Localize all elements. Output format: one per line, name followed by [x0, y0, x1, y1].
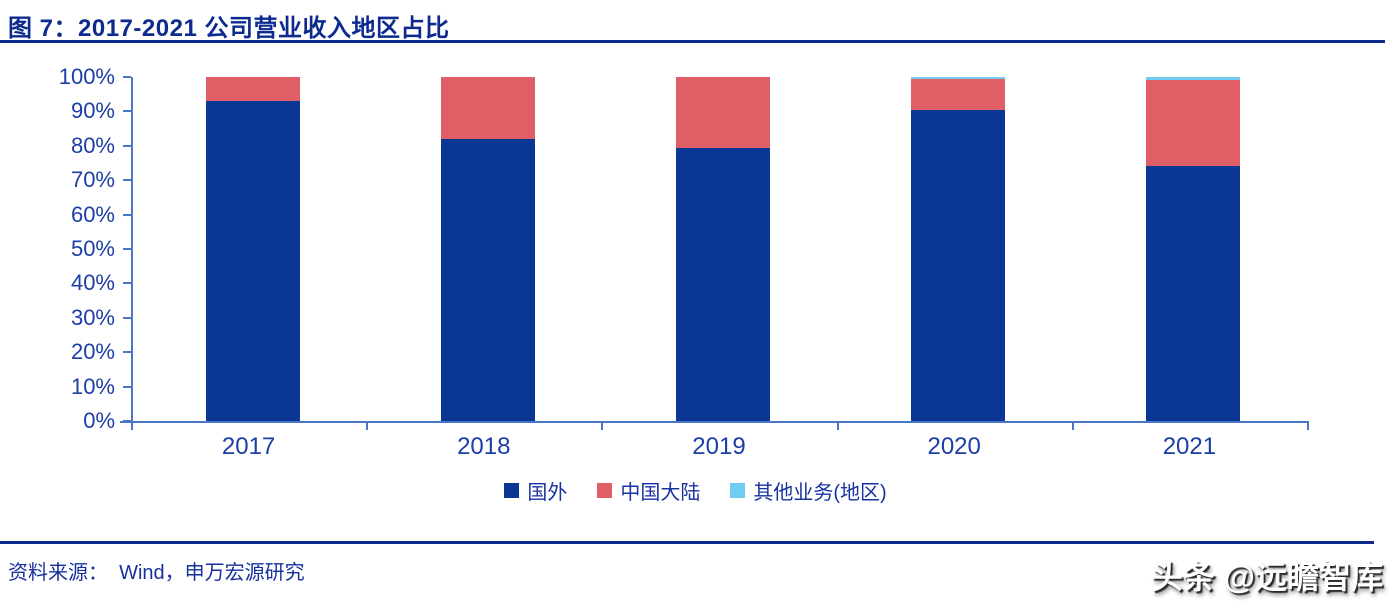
y-tick-label: 80% — [70, 132, 115, 158]
y-tick — [123, 179, 131, 182]
bar-segment-2021-s1 — [1146, 80, 1241, 167]
y-tick — [123, 76, 131, 78]
y-tick — [123, 282, 131, 285]
y-tick-label: 100% — [58, 64, 115, 89]
legend-label: 中国大陆 — [620, 482, 701, 504]
y-tick — [123, 110, 131, 113]
title-underline-rule — [0, 40, 1385, 43]
legend-swatch-icon — [504, 483, 520, 498]
y-tick-label: 30% — [70, 304, 115, 330]
bar-segment-2018-s1 — [440, 77, 535, 139]
y-tick — [123, 420, 131, 422]
x-tick — [366, 421, 369, 430]
watermark-text: 头条 @远瞻智库 — [1150, 559, 1383, 595]
bar-segment-2020-s1 — [911, 78, 1006, 111]
bar-segment-2021-s2 — [1146, 77, 1241, 81]
footer-divider-rule — [0, 541, 1374, 544]
y-tick-label: 50% — [70, 236, 115, 261]
y-tick — [123, 385, 131, 388]
bar-segment-2017-s1 — [205, 77, 300, 102]
bar-segment-2019-s0 — [676, 147, 770, 421]
x-tick — [601, 421, 604, 430]
y-tick-label: 70% — [70, 167, 115, 193]
bar-segment-2018-s0 — [440, 138, 535, 421]
y-tick-label: 60% — [70, 201, 115, 227]
data-source-note: 资料来源： Wind，申万宏源研究 — [8, 562, 305, 584]
legend-item: 国外 — [504, 476, 567, 505]
x-axis — [120, 421, 1309, 423]
legend-swatch-icon — [730, 483, 746, 498]
bar-segment-2020-s2 — [911, 77, 1006, 79]
legend-label: 其他业务(地区) — [753, 482, 887, 504]
legend-item: 其他业务(地区) — [730, 476, 887, 505]
y-tick-label: 10% — [70, 373, 115, 399]
y-tick — [123, 316, 131, 319]
legend-item: 中国大陆 — [597, 476, 700, 505]
figure-title: 图 7：2017-2021 公司营业收入地区占比 — [8, 15, 450, 42]
y-tick-label: 20% — [70, 339, 115, 365]
y-tick — [123, 144, 131, 147]
legend-swatch-icon — [597, 483, 613, 498]
y-tick-label: 40% — [70, 270, 115, 296]
bar-segment-2017-s0 — [205, 101, 300, 421]
y-tick — [123, 213, 131, 216]
x-category-label: 2019 — [692, 433, 746, 460]
stacked-bar-chart: 0% 10% 20% 30% 40% 50% 60% 70% 80% 90% 100% 2017 201… — [58, 64, 1309, 460]
bar-segment-2020-s0 — [911, 110, 1006, 421]
x-tick — [131, 421, 133, 430]
x-tick — [836, 421, 839, 430]
bar-segment-2019-s1 — [676, 77, 770, 148]
x-tick — [1307, 421, 1309, 430]
y-tick-label: 0% — [83, 408, 115, 433]
x-category-label: 2018 — [457, 433, 511, 460]
legend-label: 国外 — [527, 482, 568, 504]
x-tick — [1071, 421, 1074, 430]
x-category-label: 2021 — [1162, 433, 1217, 460]
x-category-label: 2020 — [927, 433, 981, 460]
x-category-label: 2017 — [221, 433, 276, 460]
y-tick — [123, 351, 131, 354]
y-tick — [123, 248, 131, 250]
y-axis — [131, 77, 133, 423]
bar-segment-2021-s0 — [1146, 166, 1241, 421]
y-tick-label: 90% — [70, 98, 115, 124]
chart-legend: 国外 中国大陆 其他业务(地区) — [0, 476, 1391, 505]
